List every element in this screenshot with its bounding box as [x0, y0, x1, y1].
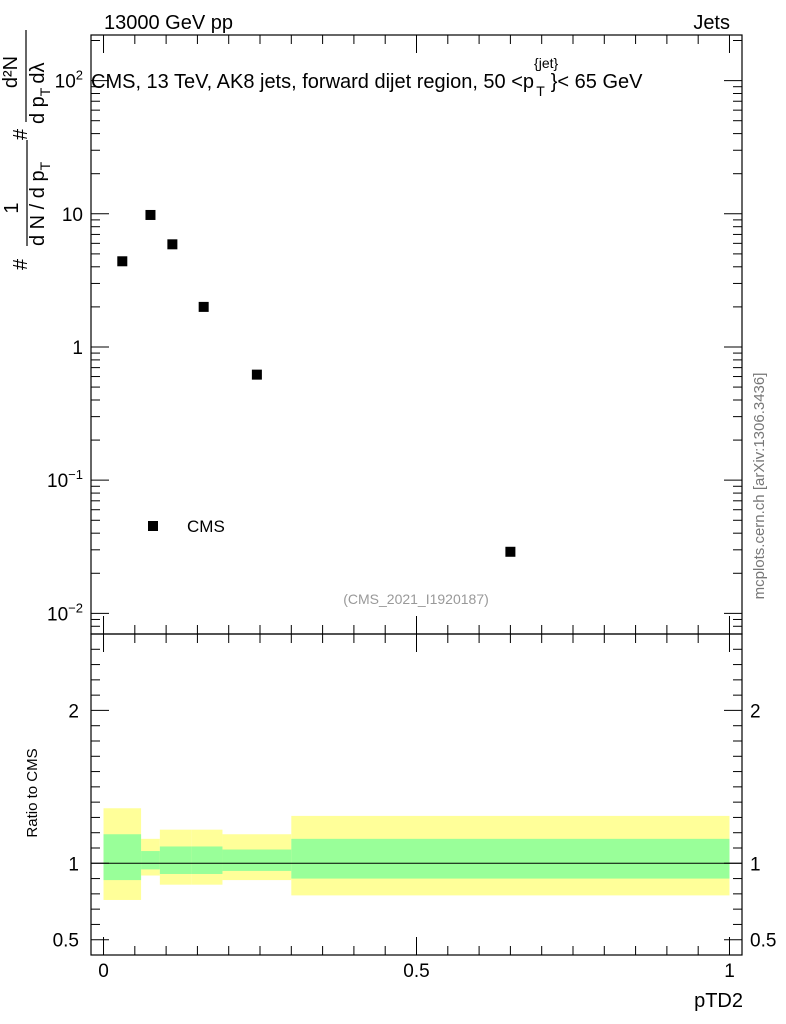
ratio-band-inner — [291, 838, 730, 879]
legend-label: CMS — [187, 517, 225, 536]
plot-title: CMS, 13 TeV, AK8 jets, forward dijet reg… — [91, 55, 643, 99]
ratio-y-tick-label-left: 0.5 — [53, 931, 79, 952]
tick-mantissa: 10 — [47, 604, 68, 625]
ratio-band-inner — [159, 846, 192, 874]
ylabel-den2: d pTdλ — [27, 63, 53, 125]
main-y-tick-label: 10 — [62, 205, 83, 226]
ratio-band-inner — [191, 846, 223, 874]
tick-mantissa: 1 — [72, 338, 83, 359]
main-y-tick-label: 10−1 — [47, 467, 83, 492]
main-frame — [90, 34, 743, 635]
tick-mantissa: 10 — [47, 471, 68, 492]
main-y-tick-label: 102 — [55, 68, 83, 93]
analysis-tag: (CMS_2021_I1920187) — [343, 591, 489, 607]
tick-exponent: −2 — [68, 600, 83, 615]
tick-mantissa: 10 — [55, 72, 76, 93]
ratio-tick-labels: 0.5 0.5 1 1 2 2 0 0.5 1 — [53, 701, 777, 982]
data-point — [145, 209, 156, 220]
ratio-y-tick-label-right: 1 — [750, 854, 761, 875]
ylabel-num2: d²N — [0, 56, 22, 88]
main-y-tick-label: 1 — [72, 338, 83, 359]
data-point — [117, 256, 128, 267]
ylabel-den2-end: dλ — [27, 63, 49, 84]
ylabel-den-text: d N / d p — [27, 170, 49, 246]
ratio-y-tick-label-left: 2 — [68, 701, 79, 722]
data-point — [505, 546, 516, 557]
ylabel-hash1: # — [10, 258, 32, 270]
ratio-frame — [90, 633, 743, 956]
ratio-y-tick-label-right: 2 — [750, 701, 761, 722]
plot-title-sub: T — [536, 83, 545, 99]
tick-exponent: 2 — [76, 68, 83, 83]
main-y-axis-label: # 1 d N / d pT # d²N d pTdλ — [0, 30, 53, 270]
ratio-panel: 0.5 0.5 1 1 2 2 0 0.5 1 Ratio to CMS pTD2 — [24, 633, 777, 1012]
ratio-band-inner — [103, 834, 142, 881]
plot-title-sup: {jet} — [534, 55, 558, 71]
ylabel-one: 1 — [1, 202, 23, 213]
ratio-band-inner — [222, 849, 292, 871]
tick-exponent: −1 — [68, 467, 83, 482]
tick-mantissa: 10 — [62, 205, 83, 226]
ylabel-den: d N / d pT — [27, 161, 53, 246]
data-point — [167, 239, 178, 250]
ratio-band-inner — [141, 851, 160, 870]
header-left: 13000 GeV pp — [104, 12, 233, 34]
ratio-y-axis-label: Ratio to CMS — [24, 748, 41, 837]
x-tick-label: 0 — [98, 961, 109, 982]
ylabel-den2-text: d p — [27, 96, 49, 124]
side-text: mcplots.cern.ch [arXiv:1306.3436] — [751, 373, 768, 600]
x-tick-label: 0.5 — [403, 961, 429, 982]
x-tick-label: 1 — [724, 961, 735, 982]
ylabel-den-sub: T — [37, 161, 53, 170]
data-point — [198, 301, 209, 312]
main-y-tick-label: 10−2 — [47, 600, 83, 625]
x-axis-label: pTD2 — [694, 990, 743, 1012]
ratio-y-tick-label-right: 0.5 — [750, 931, 776, 952]
ylabel-hash2: # — [10, 128, 32, 140]
plot-title-main: CMS, 13 TeV, AK8 jets, forward dijet reg… — [91, 71, 534, 93]
ratio-y-tick-label-left: 1 — [68, 854, 79, 875]
ylabel-den2-sub: T — [37, 87, 53, 96]
legend-marker — [148, 521, 158, 531]
main-markers — [117, 209, 516, 557]
ratio-ticks — [91, 634, 742, 955]
data-point — [251, 369, 262, 380]
main-ticks — [91, 35, 742, 635]
ratio-bands — [103, 808, 730, 900]
header-right: Jets — [693, 12, 730, 34]
plot-title-end: }< 65 GeV — [551, 71, 643, 93]
